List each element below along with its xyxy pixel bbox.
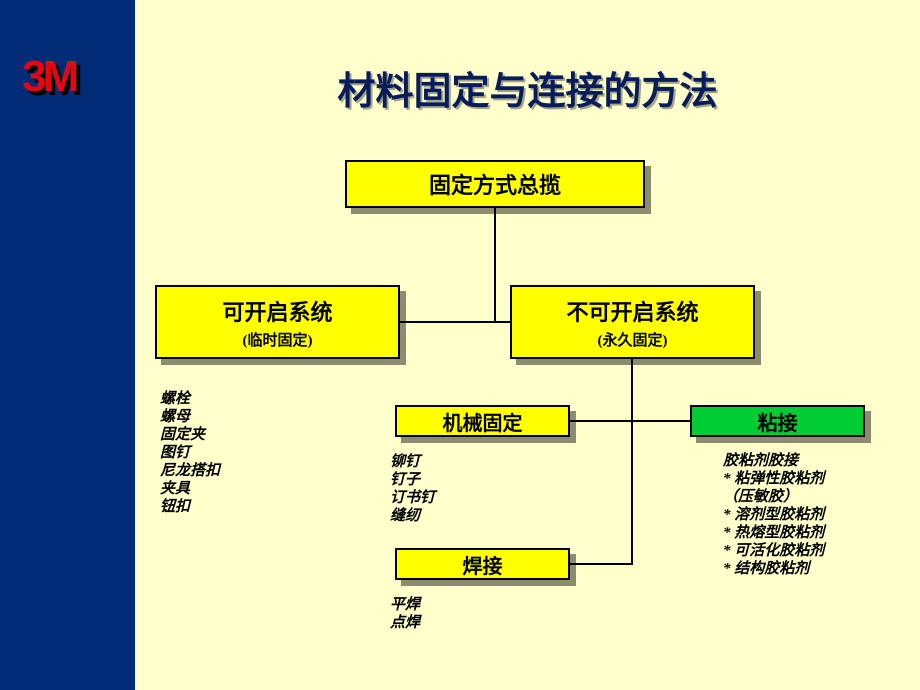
node-weld: 焊接	[395, 548, 570, 580]
node-closed: 不可开启系统(永久固定)	[510, 285, 755, 359]
list-openable-item: 固定夹	[160, 426, 220, 444]
node-open-sub: (临时固定)	[243, 329, 313, 350]
list-openable-item: 图钉	[160, 444, 220, 462]
node-closed-sub: (永久固定)	[598, 329, 668, 350]
list-weld-item: 点焊	[390, 614, 420, 632]
list-adh-item: 胶粘剂胶接	[723, 452, 824, 470]
node-adh: 粘接	[690, 405, 865, 437]
sidebar: 3M 3M	[0, 0, 135, 690]
logo-text: 3M	[22, 52, 75, 101]
list-mech-item: 钉子	[390, 471, 435, 489]
list-adh-item: （压敏胶）	[723, 488, 824, 506]
list-weld: 平焊点焊	[390, 596, 420, 632]
list-adh-item: * 粘弹性胶粘剂	[723, 470, 824, 488]
list-mech-item: 铆钉	[390, 453, 435, 471]
list-openable-item: 尼龙搭扣	[160, 462, 220, 480]
list-adh-item: * 溶剂型胶粘剂	[723, 506, 824, 524]
list-adh-item: * 可活化胶粘剂	[723, 542, 824, 560]
node-weld-label: 焊接	[463, 550, 503, 579]
node-mech: 机械固定	[395, 405, 570, 437]
node-closed-label: 不可开启系统	[566, 295, 698, 327]
logo-3m: 3M 3M	[22, 55, 75, 99]
list-adh-item: * 结构胶粘剂	[723, 560, 824, 578]
list-openable-item: 钮扣	[160, 498, 220, 516]
list-openable: 螺栓螺母固定夹图钉尼龙搭扣夹具钮扣	[160, 390, 220, 516]
list-mech: 铆钉钉子订书钉缝纫	[390, 453, 435, 525]
node-root-label: 固定方式总揽	[429, 168, 561, 200]
node-adh-label: 粘接	[758, 407, 798, 436]
list-adh-item: * 热熔型胶粘剂	[723, 524, 824, 542]
list-weld-item: 平焊	[390, 596, 420, 614]
list-adh: 胶粘剂胶接* 粘弹性胶粘剂（压敏胶）* 溶剂型胶粘剂* 热熔型胶粘剂* 可活化胶…	[723, 452, 824, 578]
list-openable-item: 夹具	[160, 480, 220, 498]
node-open-label: 可开启系统	[222, 295, 332, 327]
node-mech-label: 机械固定	[443, 407, 523, 436]
list-openable-item: 螺栓	[160, 390, 220, 408]
node-root: 固定方式总揽	[345, 160, 645, 208]
node-open: 可开启系统(临时固定)	[155, 285, 400, 359]
main-area: 材料固定与连接的方法 材料固定与连接的方法 固定方式总揽可开启系统(临时固定) 不…	[135, 0, 920, 690]
list-mech-item: 订书钉	[390, 489, 435, 507]
list-openable-item: 螺母	[160, 408, 220, 426]
page-title: 材料固定与连接的方法 材料固定与连接的方法	[135, 60, 920, 115]
list-mech-item: 缝纫	[390, 507, 435, 525]
